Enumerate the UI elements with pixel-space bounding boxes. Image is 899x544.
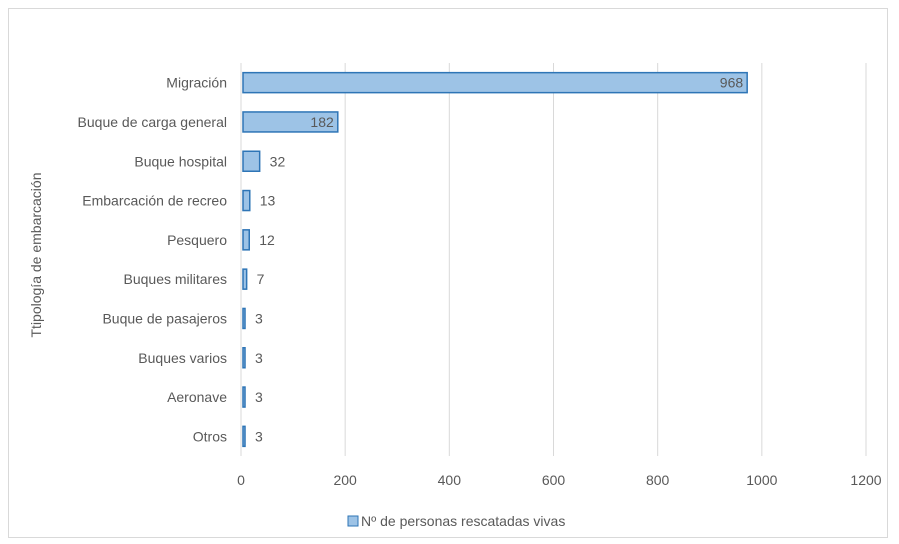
- data-label: 13: [260, 193, 276, 209]
- category-label: Buque de carga general: [78, 114, 227, 130]
- x-tick-label: 1000: [746, 472, 777, 488]
- data-label: 3: [255, 350, 263, 366]
- bar: [242, 229, 250, 251]
- bar: [242, 307, 246, 330]
- category-label: Migración: [166, 75, 227, 91]
- data-label: 7: [257, 271, 265, 287]
- data-label: 32: [270, 153, 286, 169]
- bars: [242, 71, 748, 448]
- legend-swatch: [347, 515, 359, 527]
- y-axis-title: Ttipología de embarcación: [28, 173, 44, 338]
- data-labels: 968 182 32 13 12 7 3 3 3 3: [255, 75, 743, 445]
- chart-frame: [8, 8, 888, 538]
- bar: [242, 386, 246, 408]
- data-label: 12: [259, 232, 275, 248]
- data-label: 968: [720, 75, 744, 91]
- data-label: 182: [310, 114, 334, 130]
- category-label: Otros: [193, 428, 227, 444]
- x-tick-label: 800: [646, 472, 670, 488]
- category-label: Pesquero: [167, 232, 227, 248]
- data-label: 3: [255, 310, 263, 326]
- legend: Nº de personas rescatadas vivas: [347, 513, 565, 529]
- x-tick-label: 200: [333, 472, 357, 488]
- category-labels: Migración Buque de carga general Buque hos…: [78, 75, 228, 445]
- bar: [242, 189, 251, 212]
- x-tick-label: 600: [542, 472, 566, 488]
- bar: [242, 425, 246, 448]
- data-label: 3: [255, 389, 263, 405]
- category-label: Embarcación de recreo: [82, 193, 227, 209]
- category-label: Buque de pasajeros: [102, 310, 227, 326]
- x-tick-label: 0: [237, 472, 245, 488]
- data-label: 3: [255, 428, 263, 444]
- bar: [242, 268, 248, 290]
- x-tick-label: 1200: [850, 472, 881, 488]
- gridlines: [240, 63, 867, 456]
- bar: [242, 150, 261, 172]
- bar: [242, 111, 339, 133]
- bar: [242, 347, 246, 369]
- bar: [242, 71, 748, 94]
- category-label: Buques varios: [138, 350, 227, 366]
- tick-labels: 0 200 400 600 800 1000 1200: [237, 472, 882, 488]
- category-label: Buques militares: [124, 271, 228, 287]
- category-label: Buque hospital: [134, 153, 227, 169]
- x-tick-label: 400: [438, 472, 462, 488]
- category-label: Aeronave: [167, 389, 227, 405]
- legend-label: Nº de personas rescatadas vivas: [361, 513, 565, 529]
